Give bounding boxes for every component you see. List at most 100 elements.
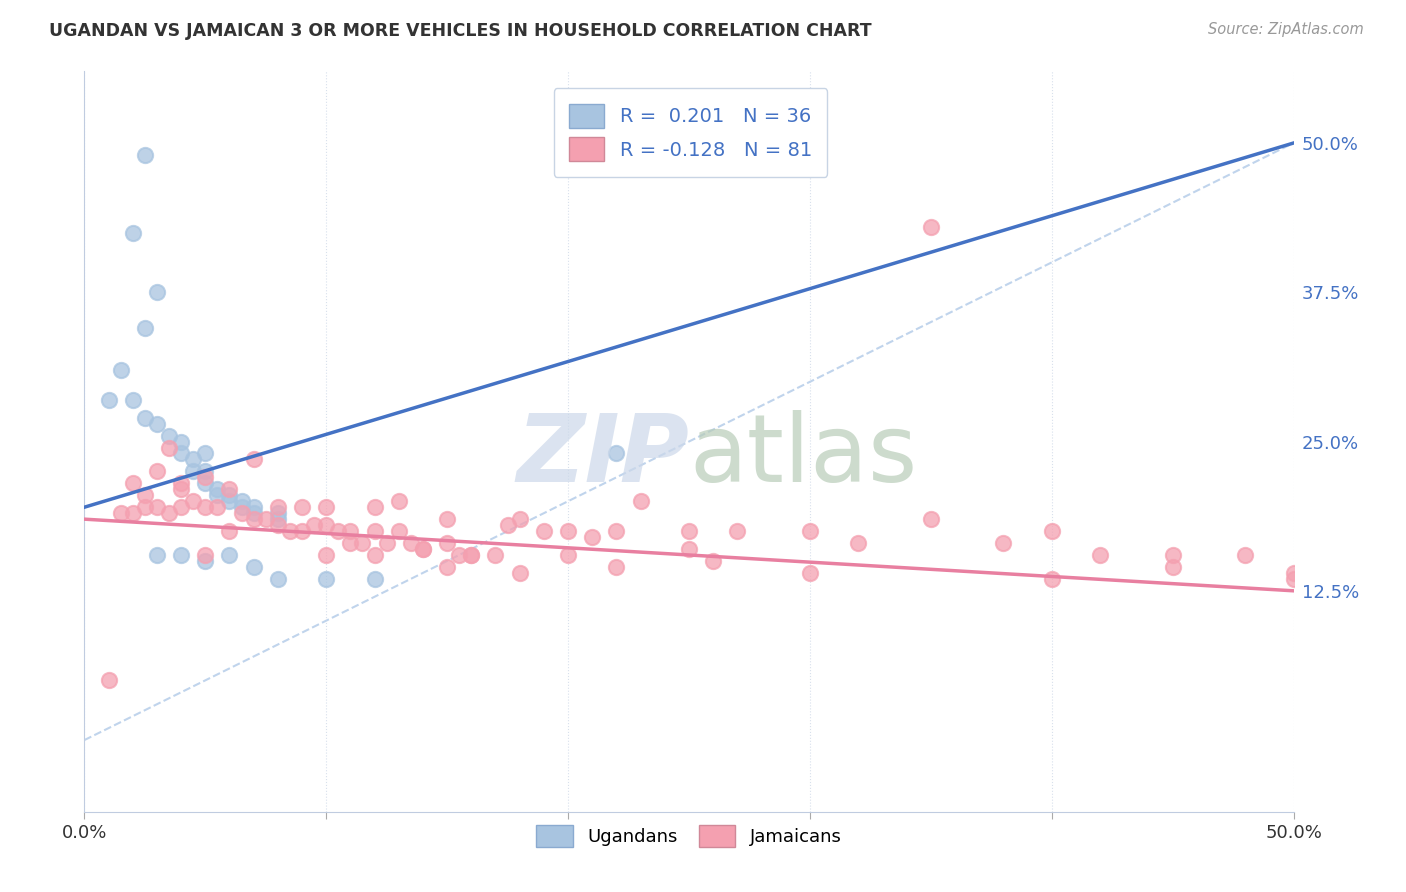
Point	[231, 506, 253, 520]
Point	[328, 524, 350, 538]
Point	[267, 512, 290, 526]
Point	[449, 548, 471, 562]
Point	[267, 518, 290, 533]
Point	[231, 494, 253, 508]
Point	[134, 488, 156, 502]
Point	[460, 548, 482, 562]
Point	[993, 536, 1015, 550]
Point	[194, 554, 217, 568]
Point	[1040, 524, 1063, 538]
Point	[170, 500, 193, 515]
Point	[121, 506, 143, 520]
Point	[581, 530, 603, 544]
Point	[194, 476, 217, 491]
Point	[339, 536, 361, 550]
Point	[678, 524, 700, 538]
Point	[460, 548, 482, 562]
Point	[436, 536, 458, 550]
Point	[291, 524, 314, 538]
Point	[557, 548, 579, 562]
Point	[207, 500, 229, 515]
Point	[121, 226, 143, 240]
Text: ZIP: ZIP	[516, 410, 689, 502]
Point	[1234, 548, 1257, 562]
Point	[242, 506, 264, 520]
Point	[267, 500, 290, 515]
Point	[121, 476, 143, 491]
Text: Source: ZipAtlas.com: Source: ZipAtlas.com	[1208, 22, 1364, 37]
Point	[242, 512, 264, 526]
Point	[194, 464, 217, 478]
Legend: Ugandans, Jamaicans: Ugandans, Jamaicans	[529, 818, 849, 855]
Point	[363, 524, 385, 538]
Point	[134, 321, 156, 335]
Point	[146, 285, 169, 300]
Point	[1161, 548, 1184, 562]
Point	[242, 560, 264, 574]
Point	[1282, 566, 1305, 580]
Point	[605, 560, 627, 574]
Point	[509, 512, 531, 526]
Point	[557, 524, 579, 538]
Point	[157, 441, 180, 455]
Point	[605, 446, 627, 460]
Point	[920, 219, 942, 234]
Point	[170, 548, 193, 562]
Point	[146, 548, 169, 562]
Point	[170, 483, 193, 497]
Point	[218, 524, 240, 538]
Point	[412, 541, 434, 556]
Point	[134, 500, 156, 515]
Point	[242, 452, 264, 467]
Point	[231, 500, 253, 515]
Point	[388, 524, 411, 538]
Point	[134, 410, 156, 425]
Point	[799, 566, 821, 580]
Point	[278, 524, 301, 538]
Point	[218, 483, 240, 497]
Point	[388, 494, 411, 508]
Point	[254, 512, 277, 526]
Point	[363, 548, 385, 562]
Point	[363, 572, 385, 586]
Point	[134, 148, 156, 162]
Point	[630, 494, 652, 508]
Point	[207, 488, 229, 502]
Point	[194, 470, 217, 484]
Point	[1040, 572, 1063, 586]
Point	[267, 506, 290, 520]
Point	[436, 512, 458, 526]
Point	[315, 518, 337, 533]
Point	[291, 500, 314, 515]
Point	[146, 500, 169, 515]
Point	[194, 500, 217, 515]
Point	[146, 464, 169, 478]
Point	[207, 483, 229, 497]
Point	[315, 548, 337, 562]
Point	[110, 506, 132, 520]
Point	[194, 446, 217, 460]
Point	[1161, 560, 1184, 574]
Point	[1282, 572, 1305, 586]
Point	[412, 541, 434, 556]
Point	[315, 572, 337, 586]
Point	[352, 536, 374, 550]
Point	[702, 554, 724, 568]
Point	[678, 541, 700, 556]
Point	[302, 518, 325, 533]
Point	[242, 500, 264, 515]
Point	[121, 392, 143, 407]
Point	[194, 548, 217, 562]
Point	[218, 494, 240, 508]
Point	[315, 500, 337, 515]
Point	[484, 548, 506, 562]
Point	[170, 446, 193, 460]
Point	[1088, 548, 1111, 562]
Point	[399, 536, 422, 550]
Point	[496, 518, 519, 533]
Point	[799, 524, 821, 538]
Point	[725, 524, 748, 538]
Point	[605, 524, 627, 538]
Point	[339, 524, 361, 538]
Point	[146, 417, 169, 431]
